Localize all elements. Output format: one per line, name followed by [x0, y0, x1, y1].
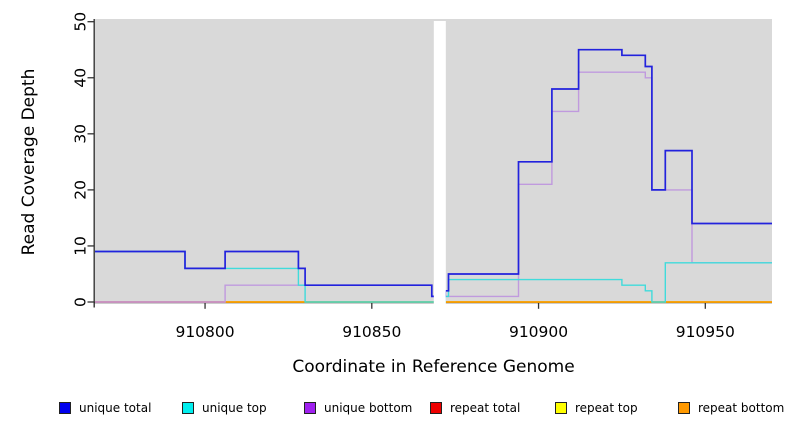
x-tick-label: 910950	[676, 323, 735, 341]
legend-swatch-icon	[678, 402, 690, 414]
x-tick-label: 910850	[342, 323, 401, 341]
legend-swatch-icon	[59, 402, 71, 414]
legend-label: repeat bottom	[698, 401, 785, 415]
plot-area	[95, 19, 772, 303]
y-tick-label: 30	[71, 124, 89, 144]
legend-item-unique-total: unique total	[59, 400, 151, 416]
legend-label: repeat top	[575, 401, 638, 415]
x-axis-title: Coordinate in Reference Genome	[292, 357, 575, 377]
legend-item-unique-top: unique top	[182, 400, 267, 416]
legend-item-repeat-total: repeat total	[430, 400, 520, 416]
y-tick-label: 0	[71, 297, 89, 307]
legend-label: unique bottom	[324, 401, 413, 415]
no-data-gap-band	[433, 21, 446, 306]
y-tick-label: 10	[71, 236, 89, 256]
y-axis-title: Read Coverage Depth	[19, 68, 39, 256]
legend-swatch-icon	[304, 402, 316, 414]
legend-swatch-icon	[430, 402, 442, 414]
legend-label: unique total	[79, 401, 152, 415]
y-tick-label: 50	[71, 12, 89, 32]
legend-swatch-icon	[555, 402, 567, 414]
x-tick-label: 910900	[509, 323, 568, 341]
legend-label: repeat total	[450, 401, 521, 415]
coverage-chart: 910800 910850 910900 910950 0 10 20 30 40 50	[71, 12, 772, 341]
x-tick-label: 910800	[175, 323, 234, 341]
series-unique-total	[95, 48, 772, 298]
y-tick-label: 20	[71, 180, 89, 200]
legend-item-repeat-bottom: repeat bottom	[678, 400, 784, 416]
y-tick-label: 40	[71, 68, 89, 88]
legend-label: unique top	[202, 401, 267, 415]
legend-item-repeat-top: repeat top	[555, 400, 638, 416]
legend-item-unique-bottom: unique bottom	[304, 400, 412, 416]
legend: unique total unique top unique bottom repea…	[0, 400, 792, 422]
legend-swatch-icon	[182, 402, 194, 414]
